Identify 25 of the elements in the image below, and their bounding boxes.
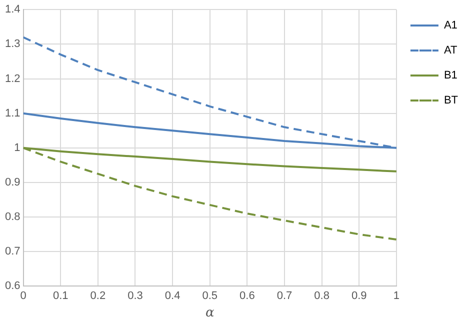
- x-tick-label: 0.5: [202, 290, 218, 302]
- y-tick-label: 0.9: [4, 176, 20, 189]
- x-tick-label: 0.4: [164, 290, 180, 302]
- x-tick-label: 0.8: [314, 290, 330, 302]
- y-tick-label: 0.8: [4, 211, 20, 224]
- y-tick-label: 0.7: [4, 246, 20, 258]
- x-axis-title: α: [205, 306, 214, 321]
- y-tick-label: 1.3: [4, 38, 20, 50]
- x-tick-label: 0.7: [276, 290, 292, 302]
- x-tick-label: 0.6: [240, 290, 255, 302]
- x-tick-label: 0.1: [52, 290, 68, 302]
- y-tick-label: 1: [14, 142, 20, 154]
- y-tick-label: 0.6: [4, 280, 20, 292]
- legend-label: BT: [444, 94, 458, 107]
- x-tick-label: 0: [20, 290, 26, 302]
- x-tick-label: 1: [393, 290, 400, 302]
- legend-label: B1: [444, 70, 458, 82]
- x-tick-label: 0.3: [128, 290, 143, 302]
- y-tick-label: 1.2: [4, 72, 20, 85]
- legend-label: AT: [444, 44, 458, 57]
- x-tick-label: 0.9: [351, 290, 367, 302]
- y-tick-label: 1.4: [4, 4, 20, 16]
- y-tick-label: 1.1: [4, 107, 20, 120]
- x-tick-label: 0.2: [90, 290, 106, 302]
- legend-label: A1: [444, 20, 458, 32]
